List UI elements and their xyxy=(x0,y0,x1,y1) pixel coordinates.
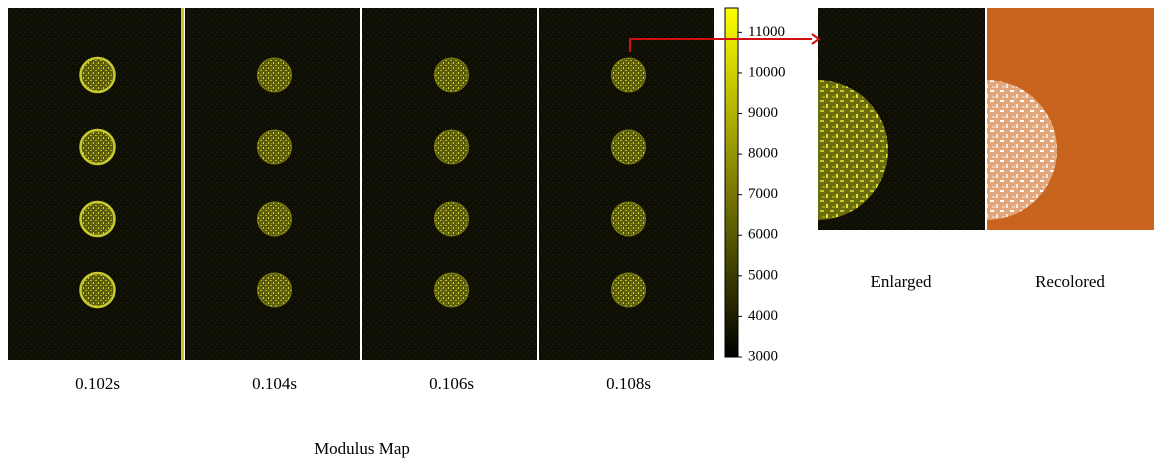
panel-label: 0.104s xyxy=(252,374,297,393)
tick-label: 7000 xyxy=(748,186,778,202)
tick-label: 9000 xyxy=(748,105,778,121)
tick-label: 10000 xyxy=(748,64,786,80)
panels xyxy=(8,8,714,360)
coin xyxy=(81,130,115,164)
coin xyxy=(258,273,292,307)
panel-label: 0.102s xyxy=(75,374,120,393)
coin xyxy=(612,58,646,92)
coin xyxy=(258,130,292,164)
caption: Modulus Map xyxy=(314,439,410,458)
coin xyxy=(435,202,469,236)
figure: 3000 4000 5000 6000 7000 8000 9000 10000 11000 E… xyxy=(0,0,1154,461)
arrow-head xyxy=(812,34,819,44)
coin xyxy=(258,58,292,92)
coin xyxy=(435,273,469,307)
coin xyxy=(258,202,292,236)
coin xyxy=(612,202,646,236)
tick-label: 4000 xyxy=(748,308,778,324)
tick-label: 8000 xyxy=(748,146,778,162)
coin xyxy=(612,130,646,164)
tick-label: 11000 xyxy=(748,24,785,40)
coin xyxy=(81,58,115,92)
inset-label: Enlarged xyxy=(870,272,932,291)
coin xyxy=(435,130,469,164)
coin xyxy=(612,273,646,307)
colorbar-ticks: 3000 4000 5000 6000 7000 8000 9000 10000 11000 xyxy=(738,24,786,365)
inset-label: Recolored xyxy=(1035,272,1105,291)
panel-label: 0.106s xyxy=(429,374,474,393)
coin xyxy=(81,273,115,307)
panel-label: 0.108s xyxy=(606,374,651,393)
tick-label: 5000 xyxy=(748,267,778,283)
coin xyxy=(81,202,115,236)
tick-label: 6000 xyxy=(748,227,778,243)
tick-label: 3000 xyxy=(748,348,778,364)
colorbar xyxy=(725,8,738,357)
coin xyxy=(435,58,469,92)
